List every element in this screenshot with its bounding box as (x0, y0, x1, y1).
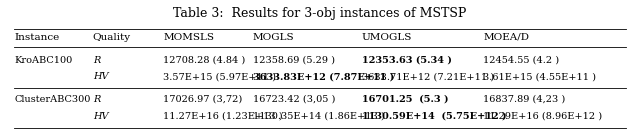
Text: HV: HV (93, 112, 108, 121)
Text: MOMSLS: MOMSLS (163, 33, 214, 42)
Text: 11.27E+16 (1.23E+13 ): 11.27E+16 (1.23E+13 ) (163, 112, 283, 121)
Text: 12358.69 (5.29 ): 12358.69 (5.29 ) (253, 56, 335, 65)
Text: Table 3:  Results for 3-obj instances of MSTSP: Table 3: Results for 3-obj instances of … (173, 7, 467, 20)
Text: 12353.63 (5.34 ): 12353.63 (5.34 ) (362, 56, 451, 65)
Text: 1130.59E+14  (5.75E+12 ): 1130.59E+14 (5.75E+12 ) (362, 112, 506, 121)
Text: Instance: Instance (14, 33, 60, 42)
Text: 16837.89 (4,23 ): 16837.89 (4,23 ) (483, 95, 566, 104)
Text: 3633.71E+12 (7.21E+11 ): 3633.71E+12 (7.21E+11 ) (362, 72, 493, 81)
Text: MOGLS: MOGLS (253, 33, 294, 42)
Text: 17026.97 (3,72): 17026.97 (3,72) (163, 95, 243, 104)
Text: Quality: Quality (93, 33, 131, 42)
Text: R: R (93, 56, 100, 65)
Text: HV: HV (93, 72, 108, 81)
Text: 3.61E+15 (4.55E+11 ): 3.61E+15 (4.55E+11 ) (483, 72, 596, 81)
Text: R: R (93, 95, 100, 104)
Text: 3633.83E+12 (7.87E+11 ): 3633.83E+12 (7.87E+11 ) (253, 72, 394, 81)
Text: MOEA/D: MOEA/D (483, 33, 529, 42)
Text: 3.57E+15 (5.97E+11 ): 3.57E+15 (5.97E+11 ) (163, 72, 276, 81)
Text: 16723.42 (3,05 ): 16723.42 (3,05 ) (253, 95, 335, 104)
Text: 11.29E+16 (8.96E+12 ): 11.29E+16 (8.96E+12 ) (483, 112, 602, 121)
Text: UMOGLS: UMOGLS (362, 33, 412, 42)
Text: 12708.28 (4.84 ): 12708.28 (4.84 ) (163, 56, 246, 65)
Text: 16701.25  (5.3 ): 16701.25 (5.3 ) (362, 95, 448, 104)
Text: 1130.35E+14 (1.86E+13 ): 1130.35E+14 (1.86E+13 ) (253, 112, 385, 121)
Text: ClusterABC300: ClusterABC300 (14, 95, 90, 104)
Text: 12454.55 (4.2 ): 12454.55 (4.2 ) (483, 56, 559, 65)
Text: KroABC100: KroABC100 (14, 56, 72, 65)
